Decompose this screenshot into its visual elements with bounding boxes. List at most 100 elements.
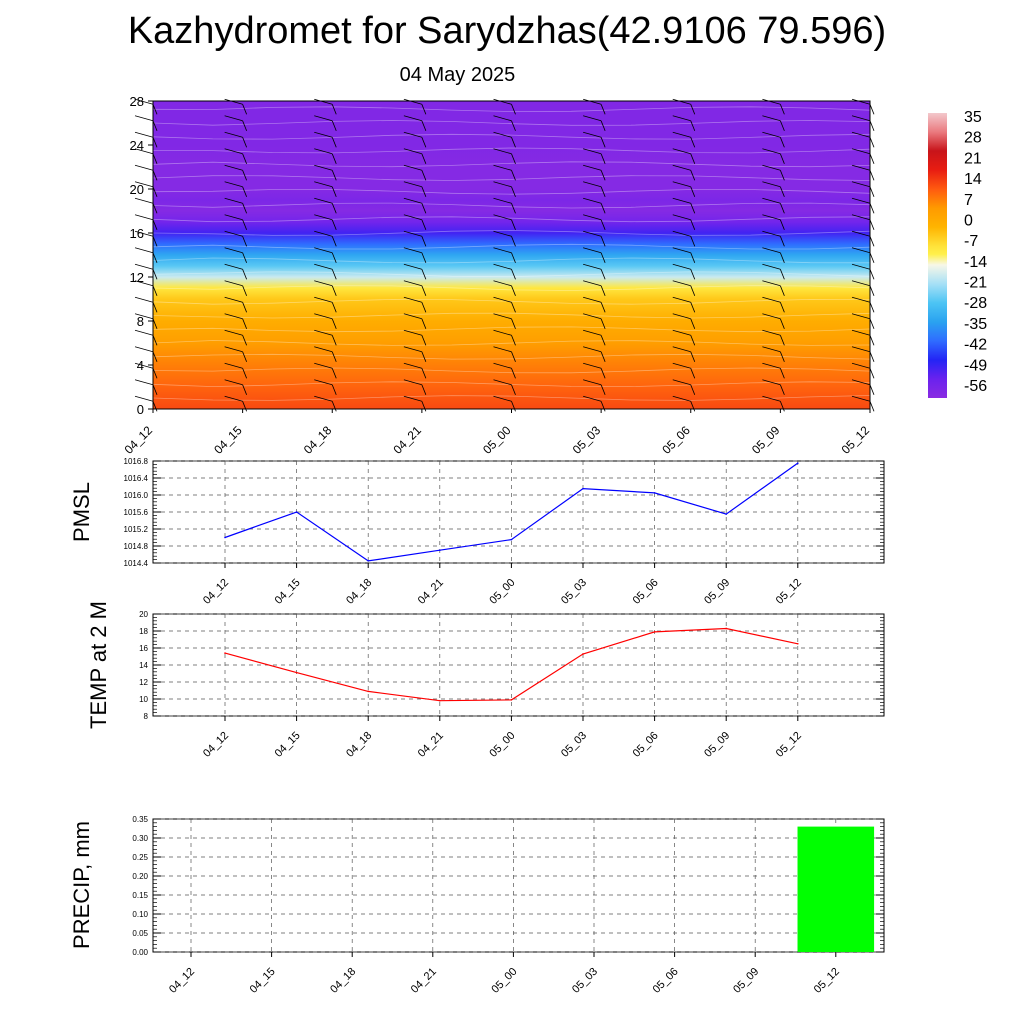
wind-barb-staff bbox=[869, 285, 875, 296]
wind-barb-flag bbox=[672, 98, 691, 105]
y-tick-label: 1016.8 bbox=[124, 457, 149, 466]
wind-barb-staff bbox=[331, 285, 337, 296]
wind-barb-staff bbox=[421, 186, 427, 197]
wind-barb-flag bbox=[583, 247, 602, 254]
wind-barb-flag bbox=[583, 164, 602, 171]
wind-barb-flag bbox=[224, 197, 243, 204]
data-point bbox=[510, 538, 513, 541]
wind-barb-staff bbox=[869, 186, 875, 197]
wind-barb-staff bbox=[331, 170, 337, 181]
wind-barb-staff bbox=[869, 137, 875, 148]
wind-barb-staff bbox=[421, 170, 427, 181]
colorbar-label: -42 bbox=[964, 337, 987, 354]
wind-barb-flag bbox=[583, 395, 602, 402]
x-tick-label: 05_12 bbox=[774, 577, 804, 607]
contour-line bbox=[152, 189, 871, 195]
contour-line bbox=[152, 106, 871, 113]
wind-barb-flag bbox=[403, 230, 422, 237]
wind-barb-staff bbox=[600, 351, 606, 362]
wind-barb-staff bbox=[600, 186, 606, 197]
wind-barb-staff bbox=[421, 252, 427, 263]
wind-barb-staff bbox=[780, 219, 785, 230]
wind-barb-flag bbox=[134, 362, 154, 369]
x-tick-label: 05_03 bbox=[559, 577, 589, 607]
wind-barb-staff bbox=[690, 401, 696, 412]
wind-barb-flag bbox=[762, 313, 781, 320]
x-tick-label: 04_18 bbox=[344, 730, 374, 760]
wind-barb-staff bbox=[421, 401, 427, 412]
contour-line bbox=[152, 161, 871, 168]
wind-barb-staff bbox=[780, 153, 785, 164]
colorbar-label: 21 bbox=[964, 150, 982, 167]
wind-barb-staff bbox=[690, 269, 696, 280]
wind-barb-staff bbox=[869, 351, 875, 362]
wind-barb-flag bbox=[672, 115, 691, 122]
wind-barb-flag bbox=[672, 214, 691, 221]
y-tick-label: 4 bbox=[137, 358, 144, 373]
contour-line bbox=[152, 395, 871, 401]
wind-barb-flag bbox=[762, 263, 781, 270]
wind-barb-staff bbox=[421, 368, 427, 379]
x-tick-label: 04_15 bbox=[211, 423, 245, 457]
wind-barb-flag bbox=[224, 296, 243, 303]
wind-barb-staff bbox=[152, 236, 158, 247]
wind-barb-staff bbox=[242, 153, 247, 164]
wind-barb-flag bbox=[583, 379, 602, 386]
wind-barb-flag bbox=[314, 115, 333, 122]
y-tick-label: 10 bbox=[139, 695, 148, 704]
wind-barb-flag bbox=[493, 115, 512, 122]
wind-barb-flag bbox=[224, 230, 243, 237]
contour-line bbox=[152, 120, 871, 126]
wind-barb-flag bbox=[851, 247, 871, 254]
wind-barb-staff bbox=[511, 120, 516, 131]
y-tick-label: 0.35 bbox=[132, 815, 148, 824]
x-tick-label: 05_09 bbox=[702, 577, 732, 607]
wind-barb-staff bbox=[780, 351, 785, 362]
contour-line bbox=[152, 285, 871, 291]
wind-barb-flag bbox=[583, 362, 602, 369]
wind-barb-flag bbox=[762, 115, 781, 122]
wind-barb-staff bbox=[242, 368, 247, 379]
wind-barb-staff bbox=[600, 219, 606, 230]
wind-barb-flag bbox=[493, 346, 512, 353]
y-tick-label: 0.25 bbox=[132, 853, 148, 862]
y-tick-label: 0.00 bbox=[132, 948, 148, 957]
wind-barb-staff bbox=[511, 153, 516, 164]
wind-barb-flag bbox=[224, 346, 243, 353]
x-tick-label: 05_00 bbox=[480, 423, 514, 457]
wind-barb-flag bbox=[851, 131, 871, 138]
wind-barb-flag bbox=[403, 197, 422, 204]
x-tick-label: 05_00 bbox=[487, 577, 517, 607]
contour-line bbox=[152, 271, 871, 278]
wind-barb-flag bbox=[224, 263, 243, 270]
wind-barb-staff bbox=[152, 252, 158, 263]
wind-barb-staff bbox=[331, 186, 337, 197]
wind-barb-staff bbox=[331, 318, 337, 329]
wind-barb-staff bbox=[690, 104, 696, 115]
wind-barb-staff bbox=[242, 120, 247, 131]
wind-barb-staff bbox=[511, 236, 516, 247]
wind-barb-staff bbox=[331, 368, 337, 379]
x-tick-label: 04_15 bbox=[248, 966, 278, 996]
wind-barb-flag bbox=[672, 362, 691, 369]
wind-barb-flag bbox=[224, 148, 243, 155]
wind-barb-flag bbox=[493, 214, 512, 221]
wind-barb-flag bbox=[762, 247, 781, 254]
y-tick-label: 20 bbox=[130, 182, 144, 197]
wind-barb-staff bbox=[242, 269, 247, 280]
wind-barb-flag bbox=[314, 296, 333, 303]
wind-barb-staff bbox=[511, 401, 516, 412]
colorbar-fill bbox=[928, 113, 947, 398]
x-tick-label: 05_06 bbox=[631, 577, 661, 607]
wind-barb-staff bbox=[421, 302, 427, 313]
wind-barb-flag bbox=[672, 181, 691, 188]
colorbar-label: -14 bbox=[964, 254, 987, 271]
wind-barb-staff bbox=[780, 318, 785, 329]
colorbar-label: -7 bbox=[964, 233, 978, 250]
wind-barb-staff bbox=[600, 120, 606, 131]
wind-barb-staff bbox=[331, 219, 337, 230]
x-tick-label: 05_06 bbox=[659, 423, 693, 457]
wind-barb-flag bbox=[672, 164, 691, 171]
wind-barb-flag bbox=[224, 247, 243, 254]
wind-barb-staff bbox=[152, 120, 158, 131]
